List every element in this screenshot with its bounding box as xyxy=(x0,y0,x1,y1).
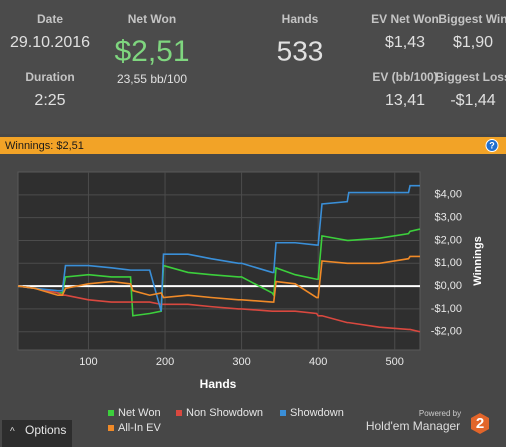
series-line xyxy=(17,255,420,303)
stat-label: Biggest Win xyxy=(438,12,506,26)
stat-value: -$1,44 xyxy=(450,92,495,109)
help-icon[interactable] xyxy=(485,139,499,152)
section-banner xyxy=(0,137,506,154)
x-tick-label: 400 xyxy=(309,356,327,368)
y-tick-label: -$2,00 xyxy=(431,326,462,338)
legend-swatch xyxy=(108,425,114,431)
brand-logo xyxy=(471,413,489,434)
stat-value: 13,41 xyxy=(385,92,425,109)
y-tick-label: $0,00 xyxy=(434,280,462,292)
x-axis-label: Hands xyxy=(200,377,237,391)
stat-value: $1,90 xyxy=(453,34,493,51)
stat-value: 29.10.2016 xyxy=(10,34,90,51)
stat-subvalue: 23,55 bb/100 xyxy=(117,72,187,86)
stat-label: Hands xyxy=(282,12,319,26)
x-tick-label: 100 xyxy=(79,356,97,368)
stat-label: Biggest Loss xyxy=(435,70,506,84)
series-line xyxy=(17,228,421,317)
stats-panel xyxy=(0,0,506,134)
plot-area xyxy=(17,171,421,351)
x-tick-label: 500 xyxy=(386,356,404,368)
stat-value: $2,51 xyxy=(114,35,189,68)
help-icon-glyph: ? xyxy=(489,140,495,150)
options-button[interactable] xyxy=(2,420,72,447)
y-tick-label: $4,00 xyxy=(434,189,462,201)
series-line xyxy=(17,184,420,312)
options-caret: ^ xyxy=(10,427,15,438)
legend-label: Non Showdown xyxy=(186,407,263,419)
y-axis-label: Winnings xyxy=(472,236,484,285)
y-tick-label: $3,00 xyxy=(434,212,462,224)
brand-name: Hold'em Manager xyxy=(366,419,460,433)
stat-value: $1,43 xyxy=(385,34,425,51)
series-line xyxy=(17,285,421,333)
stat-label: Net Won xyxy=(128,12,176,26)
x-tick-label: 200 xyxy=(156,356,174,368)
y-tick-label: $1,00 xyxy=(434,257,462,269)
banner-title: Winnings: $2,51 xyxy=(5,140,84,152)
x-tick-label: 300 xyxy=(232,356,250,368)
stat-label: Duration xyxy=(25,70,74,84)
stat-label: EV (bb/100) xyxy=(372,70,437,84)
powered-by: Powered by xyxy=(419,409,461,418)
stat-label: EV Net Won xyxy=(371,12,439,26)
stat-value: 2:25 xyxy=(34,92,65,109)
legend-label: Net Won xyxy=(118,407,161,419)
y-tick-label: $2,00 xyxy=(434,234,462,246)
options-label: Options xyxy=(25,423,66,437)
legend-label: Showdown xyxy=(290,407,344,419)
legend-swatch xyxy=(176,410,182,416)
stat-label: Date xyxy=(37,12,63,26)
legend-swatch xyxy=(280,410,286,416)
stat-value: 533 xyxy=(277,35,324,66)
y-tick-label: -$1,00 xyxy=(431,303,462,315)
legend-label: All-In EV xyxy=(118,422,161,434)
legend-swatch xyxy=(108,410,114,416)
brand-logo-number: 2 xyxy=(476,415,484,432)
